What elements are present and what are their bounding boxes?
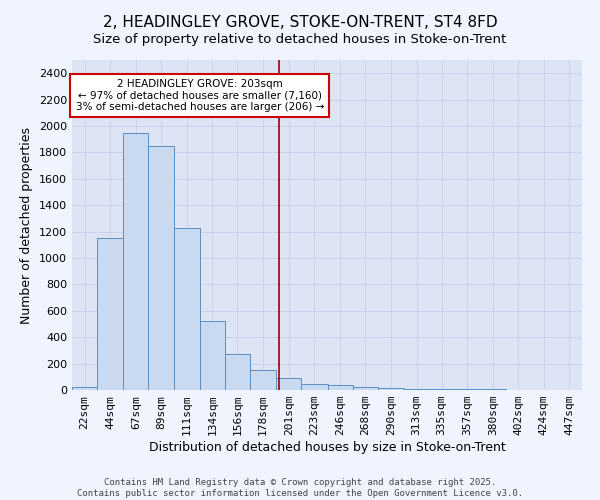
Bar [353, 388, 378, 390]
X-axis label: Distribution of detached houses by size in Stoke-on-Trent: Distribution of detached houses by size … [149, 441, 505, 454]
Bar [225, 354, 250, 390]
Bar [328, 384, 353, 390]
Text: Contains HM Land Registry data © Crown copyright and database right 2025.
Contai: Contains HM Land Registry data © Crown c… [77, 478, 523, 498]
Text: Size of property relative to detached houses in Stoke-on-Trent: Size of property relative to detached ho… [94, 32, 506, 46]
Bar [301, 384, 328, 390]
Bar [200, 322, 225, 390]
Bar [124, 132, 148, 390]
Text: 2, HEADINGLEY GROVE, STOKE-ON-TRENT, ST4 8FD: 2, HEADINGLEY GROVE, STOKE-ON-TRENT, ST4… [103, 15, 497, 30]
Text: 2 HEADINGLEY GROVE: 203sqm
← 97% of detached houses are smaller (7,160)
3% of se: 2 HEADINGLEY GROVE: 203sqm ← 97% of deta… [76, 79, 324, 112]
Bar [250, 370, 276, 390]
Y-axis label: Number of detached properties: Number of detached properties [20, 126, 34, 324]
Bar [378, 388, 404, 390]
Bar [148, 146, 173, 390]
Bar [404, 389, 429, 390]
Bar [97, 238, 124, 390]
Bar [72, 386, 97, 390]
Bar [173, 228, 200, 390]
Bar [276, 378, 301, 390]
